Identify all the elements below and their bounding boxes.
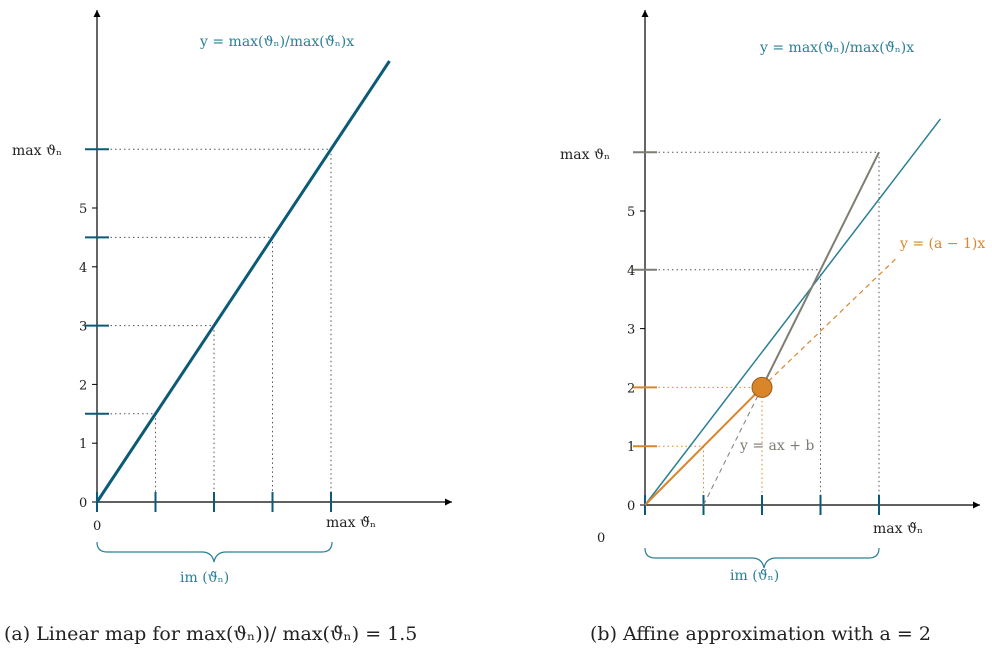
caption-b: (b) Affine approximation with a = 2 bbox=[590, 623, 931, 645]
panel-b: 0 1 2 3 4 5 y = max(ϑₙ)/max(ϑ̃ₙ)x y = (a − 1)… bbox=[560, 10, 985, 645]
y-tick-label: 3 bbox=[627, 323, 635, 338]
image-brace-a bbox=[96, 541, 333, 563]
y-tick-label: 2 bbox=[627, 381, 635, 396]
x-zero-label-a: 0 bbox=[93, 519, 101, 534]
y-tick-label: 0 bbox=[79, 496, 87, 511]
y-tick-label: 5 bbox=[79, 202, 87, 217]
y-tick-label: 1 bbox=[79, 437, 87, 452]
ticks-b: 0 1 2 3 4 5 bbox=[627, 205, 645, 514]
y-tick-label: 1 bbox=[627, 440, 635, 455]
image-brace-b bbox=[644, 547, 880, 569]
offset-line-label: y = (a − 1)x bbox=[899, 236, 985, 252]
offset-dashed-line bbox=[761, 257, 897, 388]
affine-line-label: y = ax + b bbox=[739, 438, 814, 454]
intersection-point bbox=[751, 376, 773, 398]
caption-a: (a) Linear map for max(ϑₙ))/ max(ϑ̃ₙ) = … bbox=[4, 623, 417, 645]
linear-map-label-a: y = max(ϑₙ)/max(ϑ̃ₙ)x bbox=[199, 34, 354, 50]
y-tick-label: 0 bbox=[627, 499, 635, 514]
affine-solid-line bbox=[761, 151, 880, 388]
y-tick-label: 2 bbox=[79, 378, 87, 393]
y-max-label-b: max ϑₙ bbox=[560, 147, 610, 163]
linear-map-label-b: y = max(ϑₙ)/max(ϑ̃ₙ)x bbox=[759, 40, 914, 56]
linear-map-line-b bbox=[644, 118, 942, 506]
x-max-label-a: max ϑ̃ₙ bbox=[326, 515, 376, 531]
image-label-b: im (ϑ̃ₙ) bbox=[730, 568, 779, 584]
linear-map-line bbox=[95, 60, 391, 503]
marks-b bbox=[633, 151, 880, 515]
y-tick-label: 4 bbox=[79, 261, 87, 276]
panel-a: 0 1 2 3 4 5 y = max(ϑₙ)/max(ϑ̃ₙ)x max ϑₙ max … bbox=[4, 10, 452, 645]
y-tick-label: 4 bbox=[627, 264, 635, 279]
y-max-label-a: max ϑₙ bbox=[12, 143, 62, 159]
affine-dashed-line bbox=[703, 387, 763, 506]
y-tick-label: 5 bbox=[627, 205, 635, 220]
x-max-label-b: max ϑ̃ₙ bbox=[873, 521, 923, 537]
image-label-a: im (ϑ̃ₙ) bbox=[180, 570, 229, 586]
y-tick-label: 3 bbox=[79, 320, 87, 335]
x-zero-label-b: 0 bbox=[597, 531, 605, 546]
offset-solid-line bbox=[644, 386, 763, 506]
ticks-a: 0 1 2 3 4 5 bbox=[79, 202, 97, 511]
